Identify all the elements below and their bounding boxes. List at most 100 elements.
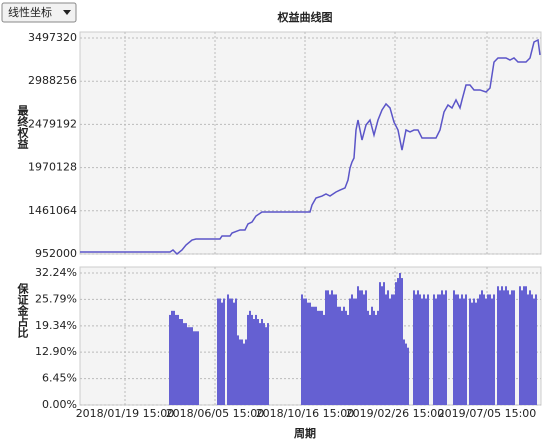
dropdown-text[interactable]: 线性坐标 bbox=[8, 5, 52, 19]
x-tick-label: 2019/07/05 15:00 bbox=[438, 407, 537, 420]
bar bbox=[421, 298, 423, 405]
bar bbox=[227, 294, 229, 405]
bar bbox=[529, 290, 531, 405]
y-tick-label: 2479192 bbox=[28, 117, 77, 130]
bar bbox=[337, 306, 339, 405]
bar bbox=[533, 298, 535, 405]
bar bbox=[177, 314, 179, 405]
bar bbox=[257, 319, 259, 405]
bar bbox=[471, 302, 473, 405]
bar bbox=[181, 319, 183, 405]
bar bbox=[259, 323, 261, 405]
y-tick-label: 12.90% bbox=[35, 345, 77, 358]
bar bbox=[365, 290, 367, 405]
y-tick-label: 2988256 bbox=[28, 74, 77, 87]
bar bbox=[345, 310, 347, 405]
bar bbox=[361, 290, 363, 405]
bar bbox=[503, 290, 505, 405]
bar bbox=[195, 331, 197, 405]
bar bbox=[379, 282, 381, 405]
bar bbox=[321, 310, 323, 405]
y-tick-label: 952000 bbox=[35, 247, 77, 260]
bar bbox=[253, 319, 255, 405]
bar bbox=[381, 286, 383, 405]
bar bbox=[369, 314, 371, 405]
bar bbox=[373, 310, 375, 405]
bar bbox=[405, 343, 407, 405]
y-tick-label: 1461064 bbox=[28, 204, 77, 217]
bar bbox=[485, 298, 487, 405]
bar bbox=[377, 310, 379, 405]
bar bbox=[407, 347, 409, 405]
plot-area bbox=[79, 31, 542, 255]
bar bbox=[339, 306, 341, 405]
bar bbox=[403, 339, 405, 405]
bar bbox=[453, 290, 455, 405]
bar bbox=[489, 294, 491, 405]
bar bbox=[241, 339, 243, 405]
bar bbox=[219, 298, 221, 405]
bar bbox=[433, 294, 435, 405]
bar bbox=[263, 323, 265, 405]
bar bbox=[347, 314, 349, 405]
bar bbox=[375, 314, 377, 405]
bar bbox=[229, 298, 231, 405]
y-tick-label: 6.45% bbox=[42, 372, 77, 385]
bar bbox=[445, 290, 447, 405]
bar bbox=[367, 310, 369, 405]
bar bbox=[355, 298, 357, 405]
bar bbox=[475, 302, 477, 405]
bar bbox=[531, 294, 533, 405]
bar bbox=[317, 310, 319, 405]
bar bbox=[261, 319, 263, 405]
bar bbox=[525, 286, 527, 405]
bar bbox=[425, 298, 427, 405]
bar bbox=[505, 286, 507, 405]
bar bbox=[511, 290, 513, 405]
bar bbox=[245, 339, 247, 405]
y-tick-label: 3497320 bbox=[28, 31, 77, 44]
bar bbox=[193, 331, 195, 405]
bar bbox=[501, 286, 503, 405]
bar bbox=[239, 339, 241, 405]
bar bbox=[353, 298, 355, 405]
bar bbox=[323, 314, 325, 405]
bar bbox=[331, 290, 333, 405]
bar bbox=[343, 306, 345, 405]
bar bbox=[499, 290, 501, 405]
bar bbox=[481, 290, 483, 405]
bar bbox=[401, 278, 403, 405]
bar bbox=[383, 282, 385, 405]
x-tick-label: 2019/02/26 15:00 bbox=[346, 407, 445, 420]
equity-line bbox=[80, 38, 541, 256]
dropdown-box[interactable] bbox=[1, 2, 77, 23]
bar bbox=[267, 323, 269, 405]
bar bbox=[309, 302, 311, 405]
bar bbox=[303, 298, 305, 405]
bar bbox=[415, 294, 417, 405]
y-tick-label: 25.79% bbox=[35, 292, 77, 305]
bar bbox=[487, 294, 489, 405]
scale-dropdown[interactable]: 线性坐标 bbox=[1, 2, 77, 23]
bar bbox=[491, 298, 493, 405]
bar bbox=[315, 306, 317, 405]
bar bbox=[223, 298, 225, 405]
x-tick-label: 2018/06/05 15:00 bbox=[166, 407, 265, 420]
bar bbox=[301, 294, 303, 405]
dropdown-arrow[interactable] bbox=[63, 10, 71, 15]
bar bbox=[247, 314, 249, 405]
bar bbox=[389, 298, 391, 405]
y-tick-label: 19.34% bbox=[35, 319, 77, 332]
bar bbox=[233, 302, 235, 405]
bar bbox=[265, 327, 267, 405]
bar bbox=[311, 306, 313, 405]
bar bbox=[437, 294, 439, 405]
bar bbox=[371, 306, 373, 405]
y-axis-label: 最终权益 bbox=[16, 105, 30, 149]
bar bbox=[417, 290, 419, 405]
y-tick-label: 0.00% bbox=[42, 398, 77, 411]
bar bbox=[243, 343, 245, 405]
bar bbox=[255, 314, 257, 405]
bar bbox=[231, 298, 233, 405]
bar bbox=[237, 335, 239, 405]
